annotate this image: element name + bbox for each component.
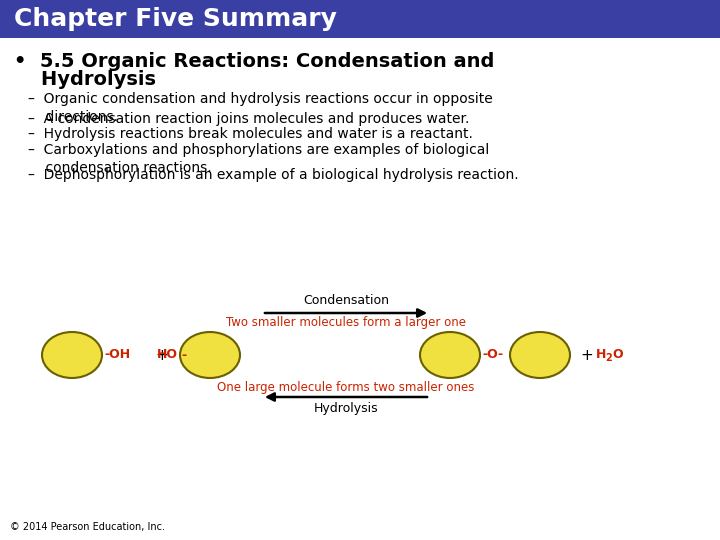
Text: –  Dephosphorylation is an example of a biological hydrolysis reaction.: – Dephosphorylation is an example of a b… bbox=[28, 168, 518, 182]
Text: Condensation: Condensation bbox=[303, 294, 389, 307]
Ellipse shape bbox=[420, 332, 480, 378]
Text: One large molecule forms two smaller ones: One large molecule forms two smaller one… bbox=[217, 381, 474, 394]
Text: –  Carboxylations and phosphorylations are examples of biological
    condensati: – Carboxylations and phosphorylations ar… bbox=[28, 143, 490, 176]
Text: -O-: -O- bbox=[482, 348, 503, 361]
Ellipse shape bbox=[180, 332, 240, 378]
Ellipse shape bbox=[42, 332, 102, 378]
FancyBboxPatch shape bbox=[0, 0, 720, 38]
Text: –  Organic condensation and hydrolysis reactions occur in opposite
    direction: – Organic condensation and hydrolysis re… bbox=[28, 92, 492, 124]
Text: HO: HO bbox=[157, 348, 178, 361]
Text: Hydrolysis: Hydrolysis bbox=[14, 70, 156, 89]
Text: 2: 2 bbox=[605, 353, 612, 363]
Text: +: + bbox=[156, 348, 168, 362]
Text: Chapter Five Summary: Chapter Five Summary bbox=[14, 7, 337, 31]
Text: -OH: -OH bbox=[104, 348, 130, 361]
Text: •  5.5 Organic Reactions: Condensation and: • 5.5 Organic Reactions: Condensation an… bbox=[14, 52, 495, 71]
Text: +: + bbox=[580, 348, 593, 362]
Text: –  A condensation reaction joins molecules and produces water.: – A condensation reaction joins molecule… bbox=[28, 112, 469, 126]
Text: –  Hydrolysis reactions break molecules and water is a reactant.: – Hydrolysis reactions break molecules a… bbox=[28, 127, 473, 141]
Text: -: - bbox=[181, 348, 186, 361]
Text: © 2014 Pearson Education, Inc.: © 2014 Pearson Education, Inc. bbox=[10, 522, 165, 532]
Text: Hydrolysis: Hydrolysis bbox=[314, 402, 378, 415]
Ellipse shape bbox=[510, 332, 570, 378]
Text: H: H bbox=[596, 348, 606, 361]
Text: Two smaller molecules form a larger one: Two smaller molecules form a larger one bbox=[226, 316, 466, 329]
Text: O: O bbox=[612, 348, 623, 361]
